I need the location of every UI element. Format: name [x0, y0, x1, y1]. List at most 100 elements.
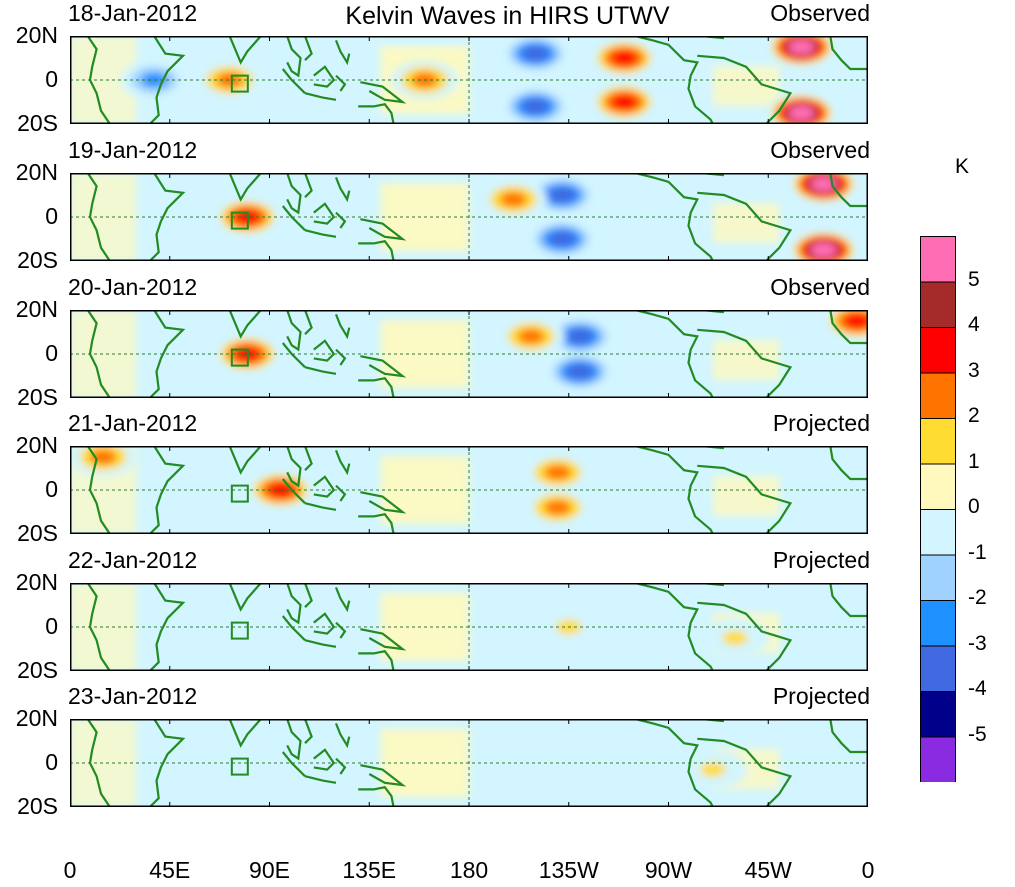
coastline — [313, 475, 336, 498]
coastline — [286, 583, 302, 625]
anomaly-contour — [611, 94, 638, 110]
lat-label: 20S — [17, 384, 58, 410]
colorbar-label: 2 — [968, 404, 980, 427]
region-box — [230, 757, 249, 776]
anomaly-contour — [549, 187, 576, 203]
lon-label: 45E — [149, 857, 191, 883]
colorbar-label: -5 — [968, 722, 987, 746]
colorbar-label: 5 — [968, 267, 980, 291]
anomaly-contour — [699, 762, 726, 778]
coastline — [149, 446, 186, 534]
lat-label: 0 — [45, 476, 58, 502]
lon-label: 135E — [342, 857, 397, 883]
colorbar-label: 4 — [968, 313, 980, 336]
coastline — [303, 173, 313, 198]
coastline — [829, 310, 868, 345]
coastline — [829, 583, 868, 618]
coastline — [286, 310, 302, 352]
coastline — [334, 722, 351, 749]
coastline — [303, 719, 313, 744]
anomaly-contour — [810, 176, 837, 192]
anomaly-contour — [566, 328, 593, 344]
coastline — [304, 639, 337, 648]
panel-1: 18-Jan-2012 Observed 20N 0 20S — [0, 0, 1015, 138]
panel-2: 19-Jan-2012 Observed 20N 0 20S — [0, 137, 1015, 275]
lat-label: 20S — [17, 520, 58, 546]
anomaly-contour — [544, 500, 571, 516]
coastline — [334, 586, 351, 613]
coastline — [358, 785, 395, 807]
panel-map — [70, 310, 868, 398]
coastline — [360, 218, 407, 241]
coastline — [304, 229, 337, 238]
coastline — [360, 764, 407, 787]
coastline — [313, 65, 336, 88]
lat-label: 20S — [17, 247, 58, 273]
lat-label: 20N — [15, 296, 58, 322]
anomaly-contour — [611, 50, 638, 66]
coastline — [149, 173, 186, 261]
panel-map — [70, 173, 868, 261]
coastline — [334, 449, 351, 476]
region-box — [230, 621, 249, 640]
coastline — [335, 621, 347, 639]
coastline — [635, 310, 714, 398]
coastline — [313, 339, 336, 362]
lat-label: 0 — [45, 613, 58, 639]
lon-label: 90E — [249, 857, 290, 883]
coastline — [313, 612, 336, 635]
lat-label: 0 — [45, 340, 58, 366]
coastline — [304, 502, 337, 511]
coastline — [335, 348, 347, 366]
colorbar-unit: K — [955, 155, 970, 178]
coastline — [635, 583, 714, 671]
panel-status: Observed — [770, 0, 870, 26]
anomaly-contour — [788, 105, 815, 121]
panel-status: Projected — [772, 683, 870, 709]
colorbar-swatch — [920, 418, 956, 465]
coastline — [360, 491, 407, 514]
lat-label: 20S — [17, 110, 58, 136]
coastline — [281, 615, 306, 641]
colorbar-label: 0 — [968, 495, 980, 518]
lat-label: 20N — [15, 159, 58, 185]
coastline — [303, 446, 313, 471]
lon-label: 0 — [861, 857, 875, 883]
panel-map — [70, 446, 868, 534]
coastline — [335, 211, 347, 229]
anomaly-contour — [518, 328, 545, 344]
lon-label: 0 — [63, 857, 77, 883]
region-box — [230, 484, 249, 503]
coastline — [303, 36, 313, 61]
colorbar-swatch — [920, 554, 956, 601]
panel-map — [70, 583, 868, 671]
coastline — [149, 36, 186, 124]
panel-map — [70, 719, 868, 807]
coastline — [286, 173, 302, 215]
coastline — [829, 446, 868, 481]
colorbar-label: -3 — [968, 631, 987, 655]
coastline — [635, 36, 714, 124]
coastline — [304, 92, 337, 101]
coastline — [227, 310, 263, 339]
lat-label: 0 — [45, 203, 58, 229]
coastline — [281, 478, 306, 504]
panel-date: 22-Jan-2012 — [68, 547, 198, 573]
coastline — [304, 775, 337, 784]
coastline — [303, 583, 313, 608]
anomaly-contour — [522, 46, 549, 62]
region-box — [230, 211, 249, 230]
chart-title: Kelvin Waves in HIRS UTWV — [345, 2, 670, 30]
anomaly-contour — [722, 630, 748, 646]
coastline — [697, 191, 793, 261]
lat-label: 20N — [15, 432, 58, 458]
colorbar — [920, 236, 956, 782]
colorbar-label: -2 — [968, 586, 987, 609]
coastline — [149, 310, 186, 398]
panel-status: Observed — [770, 274, 870, 300]
coastline — [149, 583, 186, 671]
coastline — [303, 310, 313, 335]
colorbar-swatch — [920, 645, 956, 692]
panel-status: Projected — [772, 547, 870, 573]
coastline — [360, 355, 407, 378]
